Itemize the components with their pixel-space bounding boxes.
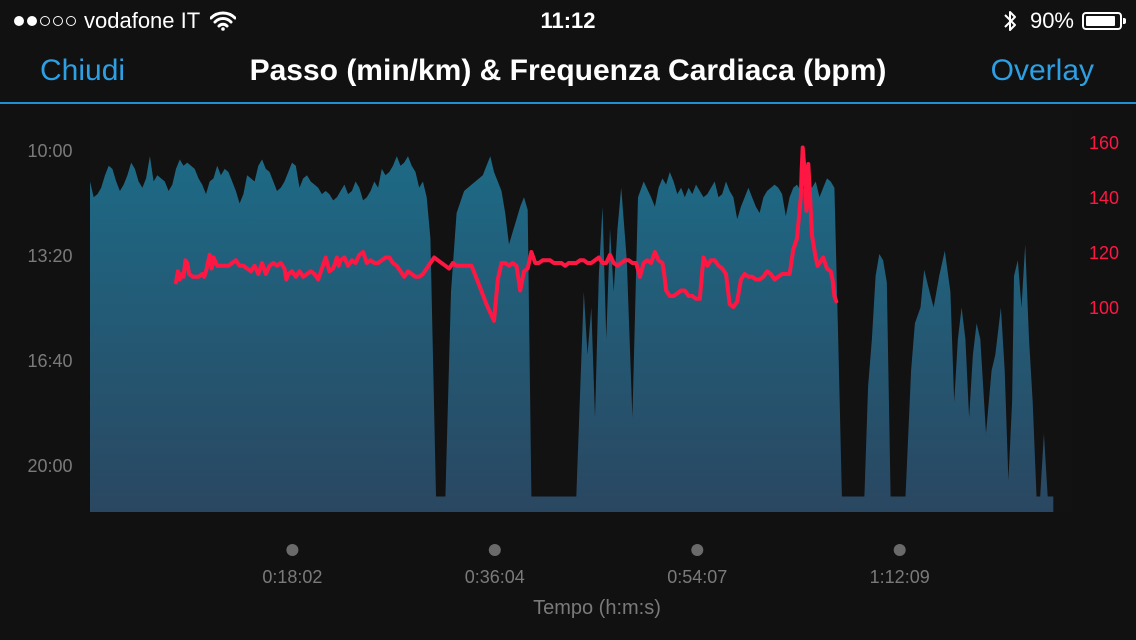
right-axis-tick-label: 140 [1089, 188, 1119, 208]
signal-dot [40, 16, 50, 26]
right-axis-tick-label: 160 [1089, 133, 1119, 153]
status-bar: vodafone IT 11:12 90% [0, 0, 1136, 44]
signal-dot [53, 16, 63, 26]
battery-percent: 90% [1029, 8, 1074, 33]
x-axis-tick-label: 0:18:02 [262, 567, 322, 587]
left-axis-tick-label: 13:20 [27, 246, 72, 266]
heart-rate-line [174, 145, 839, 323]
battery-icon [1082, 12, 1126, 30]
x-axis-label: Tempo (h:m:s) [533, 597, 661, 619]
overlay-button[interactable]: Overlay [990, 54, 1094, 87]
battery-level [1086, 16, 1115, 26]
right-axis-tick-label: 100 [1089, 298, 1119, 318]
x-axis-tick-label: 0:36:04 [465, 567, 525, 587]
page-title: Passo (min/km) & Frequenza Cardiaca (bpm… [249, 54, 887, 87]
carrier-name: vodafone IT [84, 8, 201, 33]
pace-heart-rate-chart: 10:00 13:20 16:40 20:00 160 140 120 100 0:18:0… [0, 104, 1136, 640]
signal-dot [27, 16, 37, 26]
navigation-bar: Chiudi Passo (min/km) & Frequenza Cardia… [0, 44, 1136, 104]
x-axis-tick-marker [691, 544, 704, 556]
status-right: 90% [1002, 6, 1126, 36]
status-left: vodafone IT [14, 6, 237, 36]
signal-strength [14, 16, 76, 26]
wifi-icon [210, 11, 237, 31]
right-axis-tick-label: 120 [1089, 243, 1119, 263]
left-axis-tick-label: 10:00 [27, 141, 72, 161]
status-time: 11:12 [540, 8, 596, 33]
signal-dot [66, 16, 76, 26]
bluetooth-icon [1004, 11, 1016, 31]
x-axis-tick-marker [488, 544, 501, 556]
x-axis-tick-marker [286, 544, 299, 556]
x-axis-tick-label: 1:12:09 [870, 567, 930, 587]
close-button[interactable]: Chiudi [40, 54, 126, 87]
left-axis-tick-label: 16:40 [27, 351, 72, 371]
battery-nub [1123, 18, 1126, 24]
chart-canvas: 10:00 13:20 16:40 20:00 160 140 120 100 0:18:0… [27, 110, 1119, 619]
signal-dot [14, 16, 24, 26]
left-axis-tick-label: 20:00 [27, 456, 72, 476]
x-axis-tick-marker [893, 544, 906, 556]
x-axis-tick-label: 0:54:07 [667, 567, 727, 587]
